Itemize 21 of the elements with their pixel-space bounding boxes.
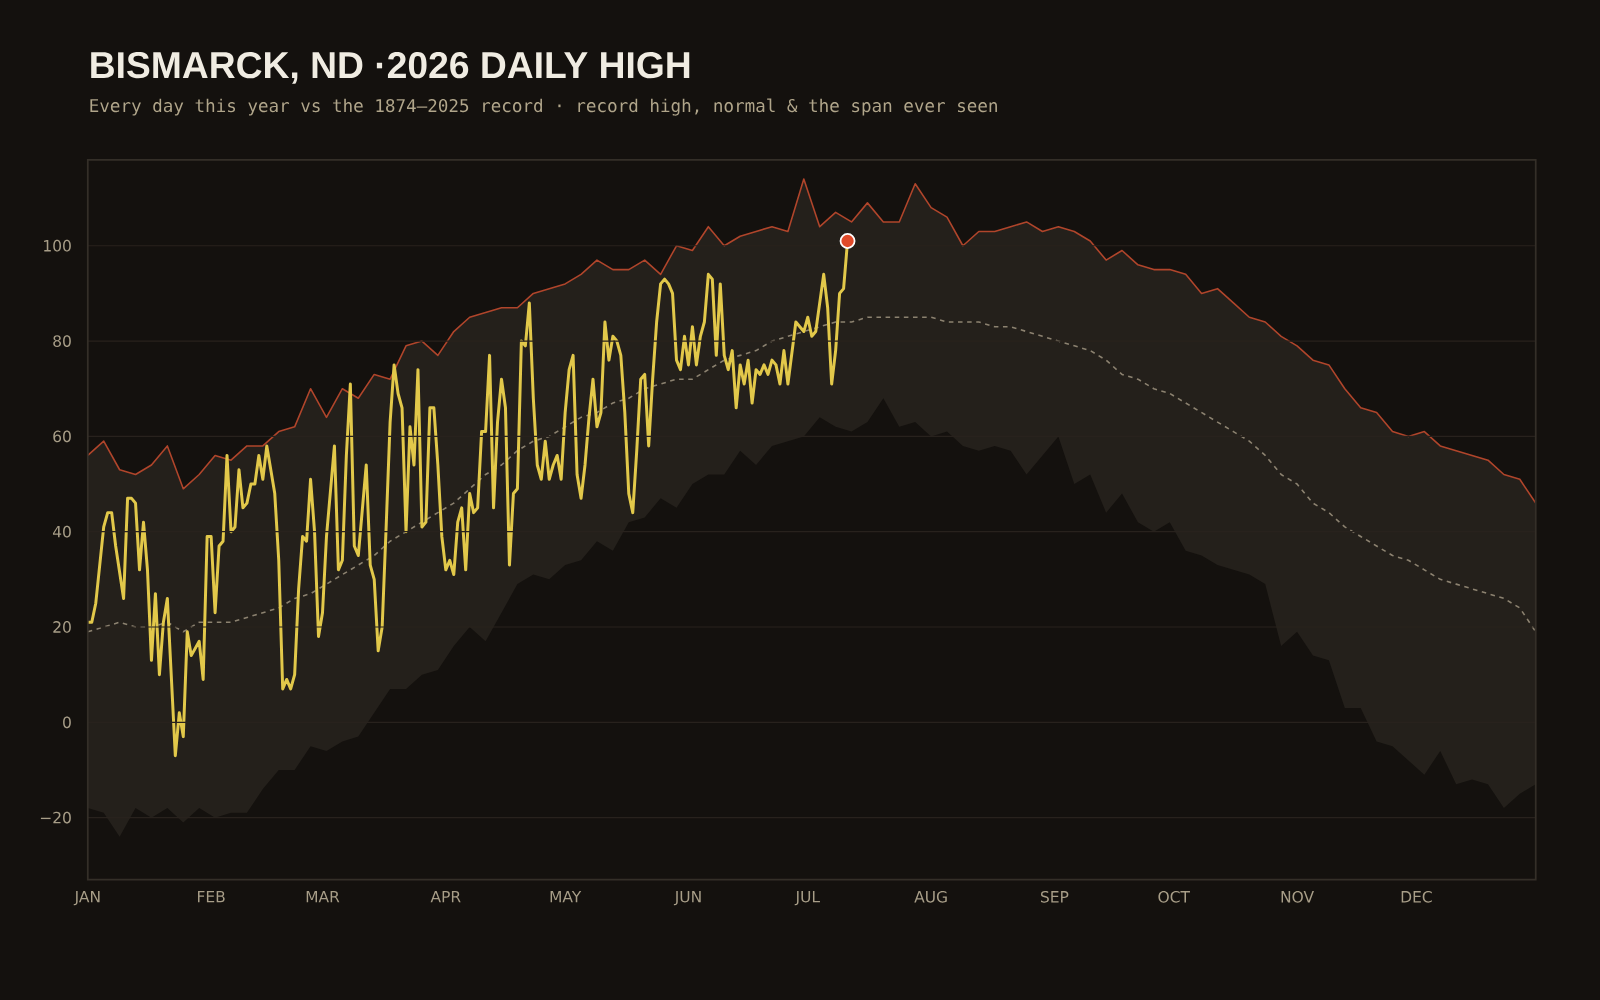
x-tick-label: OCT: [1158, 890, 1190, 903]
x-tick-label: MAR: [306, 890, 340, 903]
x-tick-label: SEP: [1041, 890, 1069, 903]
y-tick-label: 20: [53, 621, 71, 633]
y-tick-label: 40: [52, 525, 71, 538]
x-tick-label: FEB: [198, 890, 225, 903]
chart-title: BISMARCK, ND ·2026 DAILY HIGH: [91, 51, 690, 84]
x-tick-label: DEC: [1401, 890, 1432, 903]
chart-subtitle: Every day this year vs the 1874–2025 record · record high, normal & the span ever seen: [90, 98, 997, 116]
x-tick-label: JUL: [794, 890, 820, 906]
x-tick-label: JAN: [73, 890, 100, 906]
y-tick-label: 100: [44, 239, 71, 252]
x-tick-label: MAY: [550, 890, 582, 903]
x-tick-label: JUN: [673, 890, 701, 906]
y-tick-label: 80: [53, 335, 71, 347]
y-tick-label: 0: [63, 716, 71, 729]
x-tick-label: NOV: [1281, 890, 1314, 903]
x-tick-label: APR: [430, 890, 461, 903]
x-tick-label: AUG: [914, 890, 947, 903]
y-tick-label: 60: [53, 430, 71, 443]
y-tick-label: −20: [40, 811, 71, 824]
